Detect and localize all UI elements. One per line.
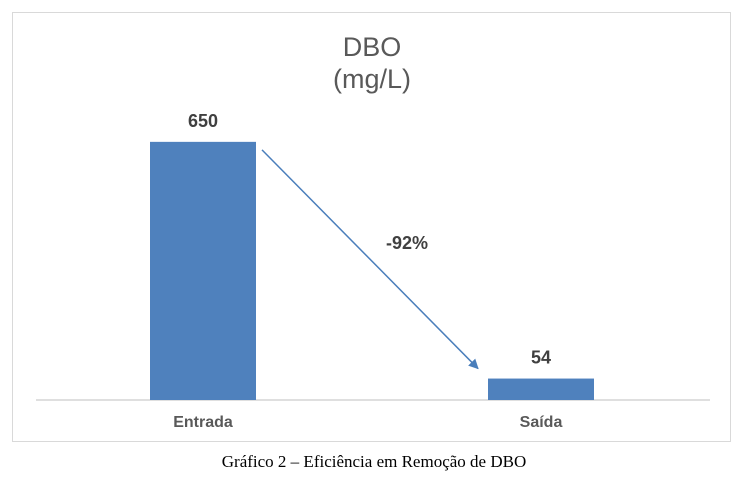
figure-caption: Gráfico 2 – Eficiência em Remoção de DBO bbox=[221, 452, 527, 471]
reduction-arrow bbox=[261, 149, 479, 370]
bar-saída bbox=[488, 378, 594, 400]
chart-title-line-1: DBO bbox=[343, 32, 402, 62]
x-tick-label-entrada: Entrada bbox=[173, 414, 233, 431]
reduction-annotation: -92% bbox=[386, 233, 428, 253]
chart-frame bbox=[12, 12, 731, 442]
x-tick-label-saída: Saída bbox=[520, 414, 563, 431]
data-label-saída: 54 bbox=[531, 348, 551, 368]
bar-entrada bbox=[150, 141, 256, 400]
data-label-entrada: 650 bbox=[188, 111, 218, 131]
chart-title-line-2: (mg/L) bbox=[333, 64, 411, 94]
